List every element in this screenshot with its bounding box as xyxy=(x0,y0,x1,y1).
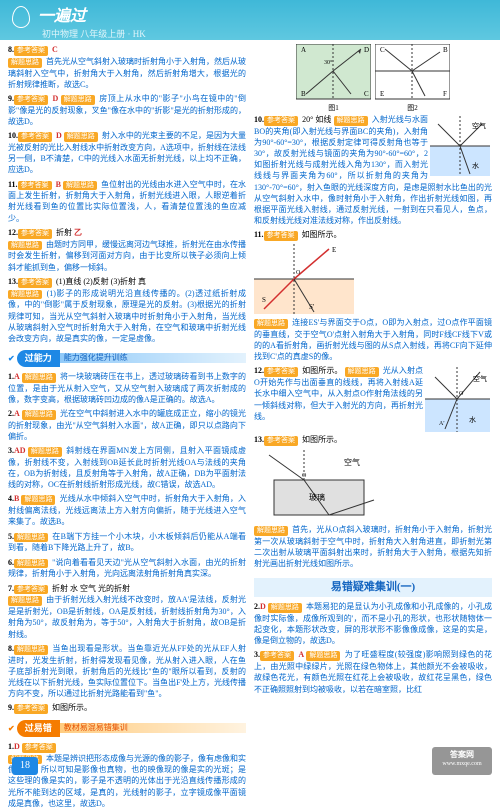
r-q12: 12.参考答案 如图所示。 空气 水 A' O 解题思路 光从入射点O开始先作与… xyxy=(254,365,492,422)
svg-text:S': S' xyxy=(309,303,314,311)
watermark: 答案网 www.mxqe.com xyxy=(432,747,492,775)
q9: 9.参考答案 D 解题思路 房顶上从水中的"影子"小鸟在镜中的"倒影"像是光的反… xyxy=(8,93,246,127)
check-icon: ✔ xyxy=(8,353,15,364)
svg-text:30°: 30° xyxy=(324,59,333,66)
svg-text:空气: 空气 xyxy=(344,457,360,467)
svg-text:A': A' xyxy=(439,421,444,427)
boxed-section-title: 易错疑难集训(一) xyxy=(254,578,492,597)
b3: 3.参考答案 A 解题思路 为了旺盛程度(较强度)影响照到绿色的花上，由光照中绿… xyxy=(254,649,492,694)
explain-tag: 解题思路 xyxy=(8,58,42,68)
q10: 10.参考答案 D 解题思路 射入水中的光束主要的不足，是因为大量光被反射的光比… xyxy=(8,130,246,175)
header-subtitle: 初中物理 八年级上册 · HK xyxy=(42,28,488,41)
q13: 13.参考答案 (1)直线 (2)反射 (3)折射 真 解题思路 (1)影子的形… xyxy=(8,276,246,344)
content-columns: 8.参考答案 C 解题思路 首先光从空气斜射入玻璃时折射角小于入射角，然后从玻璃… xyxy=(0,40,500,812)
svg-text:F: F xyxy=(443,90,447,98)
q8: 8.参考答案 C 解题思路 首先光从空气斜射入玻璃时折射角小于入射角，然后从玻璃… xyxy=(8,44,246,90)
svg-text:B: B xyxy=(443,46,448,54)
diagram-q11: S E O S' xyxy=(254,244,354,314)
q12: 12.参考答案 折射 乙 解题思路 由题时方同甲，缓慢远离河边气球推，折射光在由… xyxy=(8,227,246,273)
section-line: 教材易混易错集训 xyxy=(60,723,246,733)
r-q11: 11.参考答案 如图所示。 S E O S' 解题思路 连接ES'与界面交于O点… xyxy=(254,229,492,362)
svg-text:E: E xyxy=(332,246,336,254)
diagram-fig2: C B E F xyxy=(375,44,450,104)
left-column: 8.参考答案 C 解题思路 首先光从空气斜射入玻璃时折射角小于入射角，然后从玻璃… xyxy=(8,44,246,812)
svg-text:E: E xyxy=(380,90,384,98)
a7: 7.参考答案 折射 水 空气 光的折射解题思路 由于折射光线入射光线不改变时，放… xyxy=(8,583,246,640)
top-diagrams: AD BC 30° 图1 CB EF 图2 xyxy=(254,44,492,114)
svg-text:空气: 空气 xyxy=(472,121,486,130)
svg-text:B: B xyxy=(301,90,306,98)
svg-text:水: 水 xyxy=(472,161,479,170)
a2: 2.A 解题思路 光在空气中斜射进入水中的罐底成正立，缩小的镜光的折射现象，由光… xyxy=(8,408,246,442)
diagram-fig1: A D B C 30° xyxy=(296,44,371,104)
balloon-icon xyxy=(12,6,30,28)
svg-text:C: C xyxy=(380,46,385,54)
a6: 6.解题思路 "说向着看看见天边"光从空气斜射入水面，由光的折射规律，折射角小于… xyxy=(8,557,246,580)
b2: 2.D 解题思路 本题易犯的是显认为小孔成像和小孔成像的，小孔成像时实际像，成像… xyxy=(254,601,492,646)
a1: 1.A 解题思路 将一块玻璃砖压在书上，透过玻璃砖看到书上数字的位置，是由于光从… xyxy=(8,371,246,405)
r-q10: 10.参考答案 20° 如线 空气 水 解题思路 入射光线与水面BO的夹角(即入… xyxy=(254,114,492,226)
svg-text:空气: 空气 xyxy=(473,374,487,383)
svg-text:A: A xyxy=(301,46,306,54)
page-header: 一遍过 初中物理 八年级上册 · HK xyxy=(0,0,500,40)
svg-text:D: D xyxy=(364,46,369,54)
section-error: ✔ 过易错 教材易混易错集训 xyxy=(8,720,246,737)
a3: 3.AD 解题思路 斜射线在界面MN发上方同侧，且射入平面镜成虚像，折射线不变，… xyxy=(8,445,246,490)
section-ability: ✔ 过能力 能力强化提升训练 xyxy=(8,350,246,367)
check-icon: ✔ xyxy=(8,723,15,734)
svg-text:S: S xyxy=(262,296,266,304)
r-q13: 13.参考答案 如图所示。 空气 玻璃 O 解题思路 首先，光从O点斜入玻璃时，… xyxy=(254,434,492,569)
a9: 9.参考答案 如图所示。 xyxy=(8,702,246,714)
diagram-q13: 空气 玻璃 O xyxy=(254,450,384,520)
answer-tag: 参考答案 xyxy=(14,46,48,56)
svg-text:水: 水 xyxy=(469,415,476,424)
a8: 8.解题思路 当鱼出现看是形状。当鱼靠近光从FF处的光从EF人射进时，光发生折射… xyxy=(8,643,246,700)
e1: 1.D 参考答案解题思路 本题是辨识把形态成像与光源的像的影子，像有虑像和实像两… xyxy=(8,741,246,809)
svg-text:C: C xyxy=(364,90,369,98)
right-column: AD BC 30° 图1 CB EF 图2 xyxy=(254,44,492,812)
a4: 4.B 解题思路 光线从水中倾斜入空气中时，折射角大于入射角，入射线偏离法线，光… xyxy=(8,493,246,527)
section-badge: 过能力 xyxy=(17,350,60,367)
diagram-q10: 空气 水 xyxy=(430,116,490,176)
svg-text:O: O xyxy=(296,270,301,276)
svg-text:玻璃: 玻璃 xyxy=(309,492,325,502)
a5: 5.解题思路 在B端下方挂一个小木块，小木板倾斜后仍能从A端看到看，随着B下降光… xyxy=(8,531,246,554)
section-line: 能力强化提升训练 xyxy=(60,353,246,363)
q11: 11.参考答案 B 解题思路 鱼位射出的光线由水进入空气中时，在水面上发生折射，… xyxy=(8,179,246,224)
page-number: 18 xyxy=(12,757,38,775)
header-title: 一遍过 xyxy=(38,6,86,28)
diagram-q12: 空气 水 A' O xyxy=(425,367,490,432)
svg-text:O: O xyxy=(459,391,464,397)
section-badge: 过易错 xyxy=(17,720,60,737)
svg-text:O: O xyxy=(302,473,307,479)
